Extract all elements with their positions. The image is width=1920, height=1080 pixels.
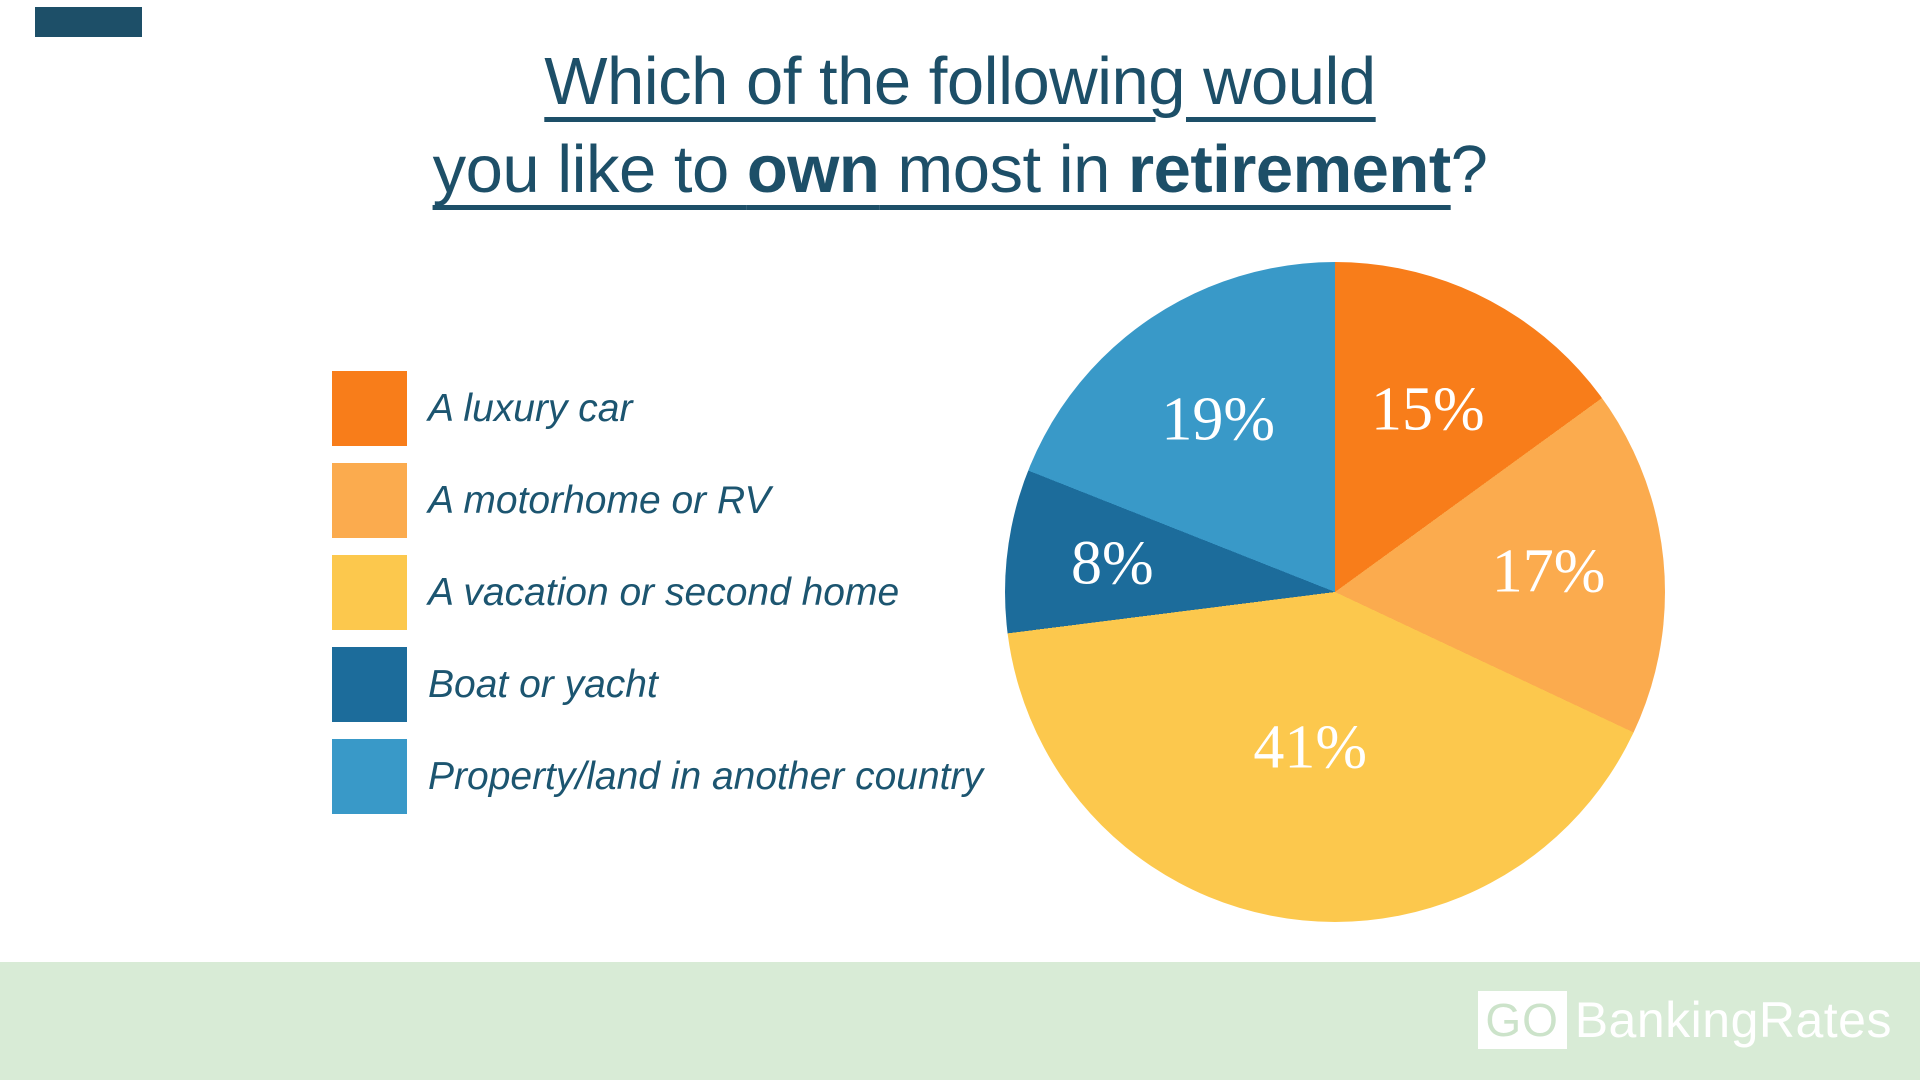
legend-label: A luxury car xyxy=(428,386,633,430)
pie-slice-label: 15% xyxy=(1371,375,1485,444)
legend-swatch xyxy=(332,647,407,722)
pie-slice-label: 41% xyxy=(1253,713,1368,782)
legend-item-property-abroad: Property/land in another country xyxy=(332,739,983,814)
legend-swatch xyxy=(332,463,407,538)
legend-label: A vacation or second home xyxy=(428,570,900,614)
logo-bankingrates-text: BankingRates xyxy=(1574,992,1892,1048)
legend-item-luxury-car: A luxury car xyxy=(332,371,983,446)
pie-chart xyxy=(1005,262,1665,922)
legend-item-motorhome: A motorhome or RV xyxy=(332,463,983,538)
gobankingrates-logo: GO BankingRates xyxy=(1477,991,1892,1049)
legend-label: A motorhome or RV xyxy=(428,478,771,522)
legend-swatch xyxy=(332,739,407,814)
corner-mark xyxy=(35,7,142,37)
legend-label: Boat or yacht xyxy=(428,662,658,706)
logo-go-text: GO xyxy=(1485,994,1559,1046)
legend-swatch xyxy=(332,371,407,446)
page-title: Which of the following would you like to… xyxy=(0,38,1920,215)
logo-go-box: GO xyxy=(1477,991,1567,1049)
title-question-mark: ? xyxy=(1450,132,1488,208)
legend-item-boat: Boat or yacht xyxy=(332,647,983,722)
legend-label: Property/land in another country xyxy=(428,754,983,798)
pie-slice-label: 8% xyxy=(1071,529,1154,598)
title-line2: you like to own most in retirement xyxy=(432,132,1452,208)
legend-swatch xyxy=(332,555,407,630)
pie-slice-label: 17% xyxy=(1491,537,1606,606)
title-line1: Which of the following would xyxy=(544,44,1376,119)
chart-legend: A luxury car A motorhome or RV A vacatio… xyxy=(332,371,983,831)
footer-band xyxy=(0,962,1920,1080)
pie-slice-label: 19% xyxy=(1161,385,1275,454)
legend-item-vacation-home: A vacation or second home xyxy=(332,555,983,630)
